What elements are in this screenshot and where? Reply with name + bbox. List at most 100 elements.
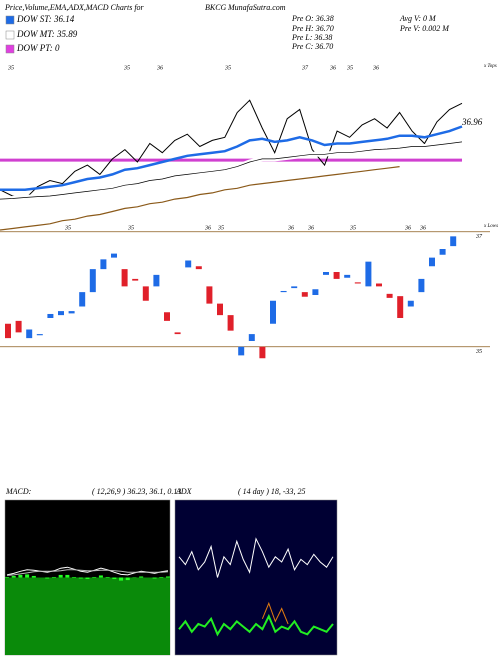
- histogram-bar: [5, 576, 9, 578]
- panel-params: ( 12,26,9 ) 36.23, 36.1, 0.13: [92, 487, 181, 496]
- candle: [132, 278, 139, 281]
- page-title: Price,Volume,EMA,ADX,MACD Charts for: [4, 3, 145, 12]
- panel-title: ADX: [175, 487, 193, 496]
- histogram-bar: [65, 574, 70, 578]
- legend-label: DOW PT: 0: [16, 43, 60, 53]
- histogram-bar: [152, 577, 157, 579]
- histogram-bar: [92, 576, 97, 578]
- site: MunafaSutra.com: [227, 3, 286, 12]
- top-label: 35: [224, 65, 231, 71]
- candle: [259, 346, 266, 359]
- panel-title: MACD:: [5, 487, 32, 496]
- candle: [301, 292, 308, 297]
- macd-line: [6, 566, 169, 576]
- level-label: 35: [475, 349, 482, 355]
- bottom-label: 36: [307, 225, 314, 231]
- lows-label: x Lows: [483, 224, 498, 229]
- candle: [68, 311, 75, 314]
- candle: [376, 283, 382, 287]
- adx-line: [178, 537, 334, 578]
- histogram-bar: [31, 575, 36, 578]
- candle: [89, 269, 96, 293]
- last-price: 36.96: [461, 117, 483, 127]
- candle: [323, 272, 329, 275]
- top-label: 36: [372, 65, 379, 71]
- candle: [5, 323, 11, 339]
- price-line: [0, 99, 463, 200]
- top-label: 36: [329, 65, 336, 71]
- panel-lower: [5, 577, 170, 655]
- histogram-bar: [11, 575, 16, 578]
- tops-label: x Tops: [483, 64, 497, 69]
- panel-params: ( 14 day ) 18, -33, 25: [238, 487, 306, 496]
- histogram-bar: [119, 577, 124, 581]
- candle: [238, 346, 245, 356]
- histogram-bar: [72, 576, 77, 578]
- candle: [79, 292, 86, 307]
- candle: [195, 266, 202, 270]
- candle: [397, 296, 404, 318]
- candle: [36, 334, 43, 336]
- bottom-label: 36: [287, 225, 294, 231]
- bottom-label: 36: [204, 225, 211, 231]
- histogram-bar: [112, 577, 117, 580]
- legend-swatch: [5, 15, 15, 25]
- bottom-label: 36: [419, 225, 426, 231]
- candle: [111, 253, 117, 258]
- stat: Pre C: 36.70: [291, 42, 333, 51]
- candle: [58, 311, 64, 316]
- bottom-label: 35: [349, 225, 356, 231]
- legend-swatch: [5, 44, 15, 54]
- panel: [174, 499, 338, 656]
- histogram-bar: [78, 577, 83, 579]
- candle: [217, 303, 223, 316]
- stat: Avg V: 0 M: [399, 14, 437, 23]
- legend-label: DOW MT: 35.89: [16, 29, 78, 39]
- candle: [227, 315, 234, 331]
- stat: Pre V: 0.002 M: [399, 24, 450, 33]
- top-label: 35: [7, 65, 14, 71]
- macd-line: [6, 569, 169, 576]
- candle: [407, 300, 414, 307]
- symbol: BKCG: [205, 3, 227, 12]
- candle: [100, 259, 107, 270]
- histogram-bar: [98, 575, 103, 578]
- candle: [291, 286, 298, 289]
- candle: [206, 286, 213, 304]
- candle: [270, 300, 276, 324]
- histogram-bar: [25, 574, 30, 578]
- candle: [354, 282, 361, 284]
- candle: [26, 329, 33, 339]
- candle: [386, 293, 393, 298]
- candle: [333, 272, 340, 279]
- histogram-bar: [85, 577, 90, 580]
- candle: [312, 289, 319, 295]
- histogram-bar: [51, 576, 56, 578]
- histogram-bar: [58, 574, 63, 578]
- candle: [121, 269, 128, 287]
- candle: [15, 320, 22, 333]
- histogram-bar: [166, 576, 170, 578]
- candle: [344, 274, 351, 278]
- adx-line: [178, 613, 334, 637]
- histogram-bar: [105, 576, 110, 578]
- candle: [365, 261, 372, 287]
- ema-line: [0, 141, 463, 200]
- bottom-label: 35: [127, 225, 134, 231]
- candle: [142, 286, 149, 301]
- histogram-bar: [18, 574, 23, 578]
- histogram-bar: [132, 577, 137, 579]
- candle: [280, 290, 287, 293]
- top-label: 36: [156, 65, 163, 71]
- candle: [429, 257, 435, 267]
- candle: [450, 236, 457, 247]
- bottom-label: 36: [404, 225, 411, 231]
- stat: Pre H: 36.70: [291, 24, 334, 33]
- candle: [164, 312, 170, 321]
- top-label: 35: [346, 65, 353, 71]
- legend-swatch: [5, 30, 15, 40]
- histogram-bar: [45, 577, 50, 579]
- price-line: [0, 125, 463, 192]
- candle: [174, 332, 181, 335]
